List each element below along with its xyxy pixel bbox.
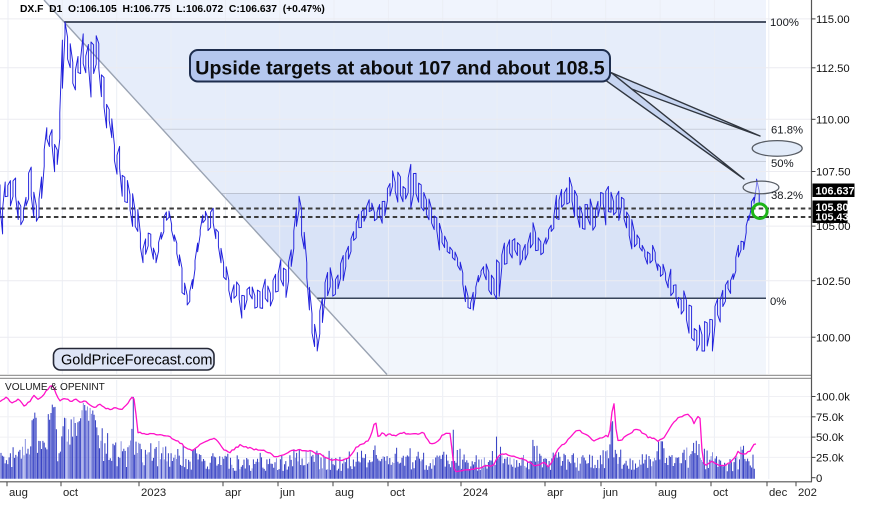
svg-text:Upside targets at about 107 an: Upside targets at about 107 and about 10…	[195, 58, 605, 80]
svg-text:apr: apr	[225, 487, 242, 499]
svg-text:0: 0	[816, 473, 822, 485]
svg-text:oct: oct	[713, 487, 729, 499]
svg-text:oct: oct	[390, 487, 406, 499]
svg-text:105.00: 105.00	[816, 221, 851, 233]
svg-text:25.0k: 25.0k	[816, 453, 844, 465]
svg-text:115.00: 115.00	[816, 14, 850, 26]
svg-text:75.0k: 75.0k	[816, 412, 844, 424]
svg-text:aug: aug	[9, 487, 28, 499]
svg-text:106.637: 106.637	[816, 185, 855, 197]
svg-text:102.50: 102.50	[816, 276, 851, 288]
svg-text:105.80: 105.80	[816, 202, 849, 214]
svg-text:50.0k: 50.0k	[816, 432, 844, 444]
svg-text:GoldPriceForecast.com: GoldPriceForecast.com	[61, 352, 213, 368]
svg-text:2024: 2024	[463, 487, 488, 499]
svg-text:100.00: 100.00	[816, 332, 851, 344]
svg-text:100%: 100%	[770, 17, 799, 29]
svg-text:dec: dec	[769, 487, 788, 499]
svg-text:112.50: 112.50	[816, 63, 850, 75]
svg-text:202: 202	[798, 487, 817, 499]
svg-text:105.43: 105.43	[816, 212, 849, 224]
svg-text:VOLUME & OPENINT: VOLUME & OPENINT	[5, 382, 105, 393]
svg-text:DX.F D1 O:106.105 H:106.775: DX.F D1 O:106.105 H:106.775 L:106.072 C:…	[20, 4, 325, 15]
svg-text:107.50: 107.50	[816, 167, 851, 179]
svg-text:jun: jun	[279, 487, 295, 499]
svg-text:jun: jun	[602, 487, 618, 499]
svg-text:100.0k: 100.0k	[816, 392, 850, 404]
svg-text:110.00: 110.00	[816, 114, 850, 126]
svg-text:61.8%: 61.8%	[771, 125, 803, 137]
svg-text:apr: apr	[547, 487, 564, 499]
svg-text:aug: aug	[658, 487, 677, 499]
svg-text:50%: 50%	[771, 158, 794, 170]
svg-text:aug: aug	[335, 487, 354, 499]
svg-text:2023: 2023	[141, 487, 166, 499]
svg-text:oct: oct	[63, 487, 79, 499]
svg-text:38.2%: 38.2%	[771, 190, 803, 202]
svg-text:0%: 0%	[770, 296, 786, 308]
